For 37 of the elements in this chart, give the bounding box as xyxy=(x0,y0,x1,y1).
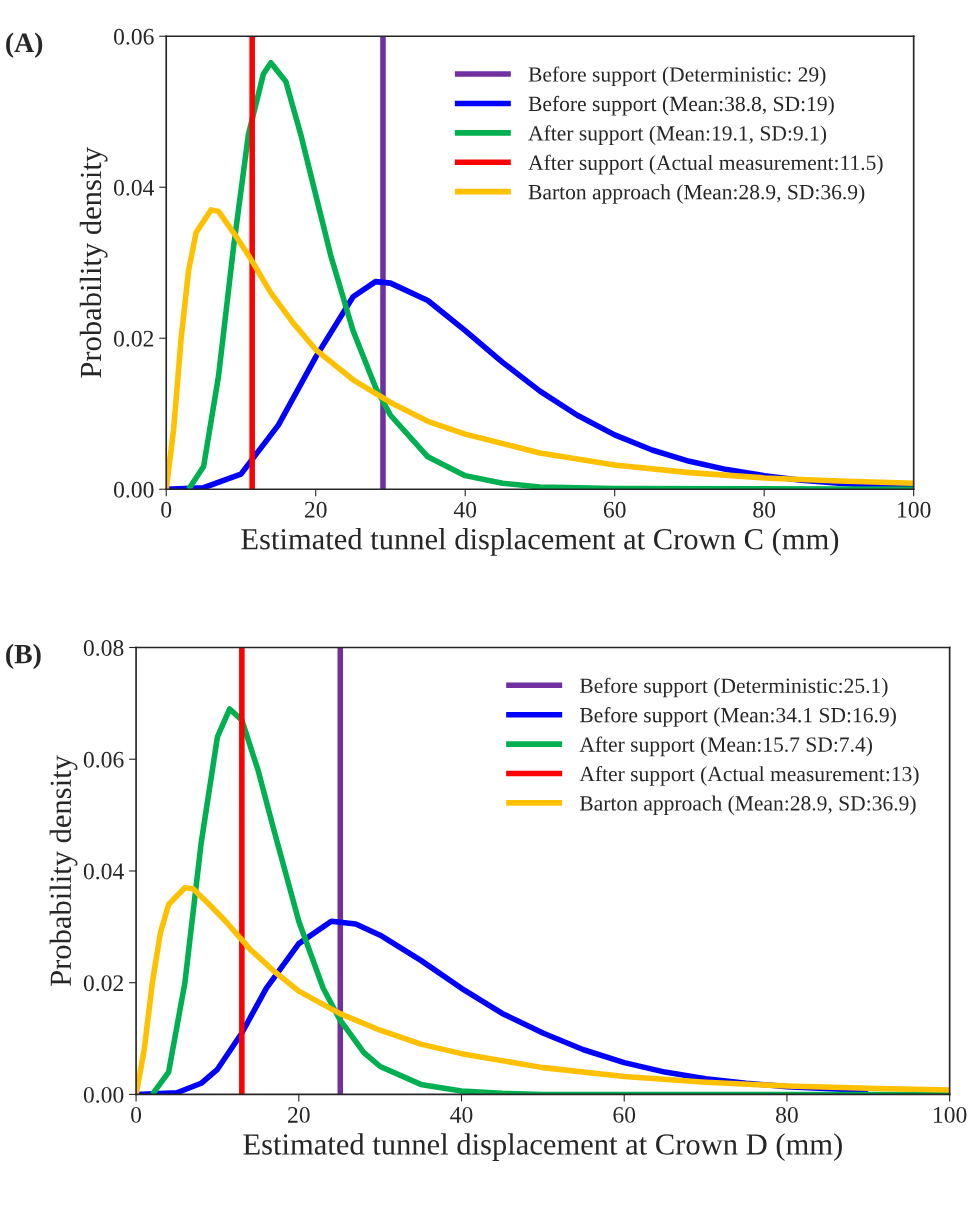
legend-label: After support (Mean:19.1, SD:9.1) xyxy=(528,125,827,145)
x-tick-label: 40 xyxy=(450,1106,473,1123)
x-tick-label: 0 xyxy=(161,501,172,518)
text: (A) xyxy=(6,32,43,58)
x-tick-label: 60 xyxy=(603,501,626,518)
legend-label: Barton approach (Mean:28.9, SD:36.9) xyxy=(528,184,865,204)
legend-label: After support (Mean:15.7 SD:7.4) xyxy=(579,736,872,757)
x-tick-label: 100 xyxy=(934,1106,967,1123)
y-tick-label: 0.06 xyxy=(113,28,154,45)
y-tick-label: 0.04 xyxy=(113,179,155,196)
x-tick-label: 20 xyxy=(304,501,327,518)
x-tick-label: 40 xyxy=(453,501,477,518)
y-tick-label: 0.04 xyxy=(83,863,124,880)
x-axis-title: Estimated tunnel displacement at Crown D (mm) xyxy=(243,1133,842,1161)
y-tick-label: 0.02 xyxy=(83,975,123,992)
x-tick-label: 20 xyxy=(288,1106,310,1123)
y-tick-label: 0.00 xyxy=(113,481,154,498)
x-axis-title: Estimated tunnel displacement at Crown C (mm) xyxy=(241,528,839,556)
x-tick-label: 0 xyxy=(131,1106,142,1123)
legend-label: After support (Actual measurement:13) xyxy=(579,765,919,786)
x-tick-label: 80 xyxy=(753,501,776,518)
legend-label: Before support (Deterministic: 29) xyxy=(528,66,826,87)
x-tick-label: 100 xyxy=(898,501,931,518)
legend-label: Before support (Mean:38.8, SD:19) xyxy=(528,95,834,116)
y-axis-title: Probability density xyxy=(79,147,108,378)
y-tick-label: 0.06 xyxy=(83,751,124,768)
legend-label: Before support (Deterministic:25.1) xyxy=(579,677,888,698)
x-tick-label: 80 xyxy=(776,1106,798,1123)
legend-label: After support (Actual measurement:11.5) xyxy=(528,154,883,175)
text: (B) xyxy=(6,643,41,670)
legend-label: Before support (Mean:34.1 SD:16.9) xyxy=(579,707,896,727)
y-tick-label: 0.02 xyxy=(113,330,154,347)
y-tick-label: 0.00 xyxy=(83,1086,124,1103)
legend-label: Barton approach (Mean:28.9, SD:36.9) xyxy=(579,795,916,815)
y-axis-title: Probability density xyxy=(49,755,78,986)
x-tick-label: 60 xyxy=(613,1106,636,1123)
y-tick-label: 0.08 xyxy=(83,639,124,657)
